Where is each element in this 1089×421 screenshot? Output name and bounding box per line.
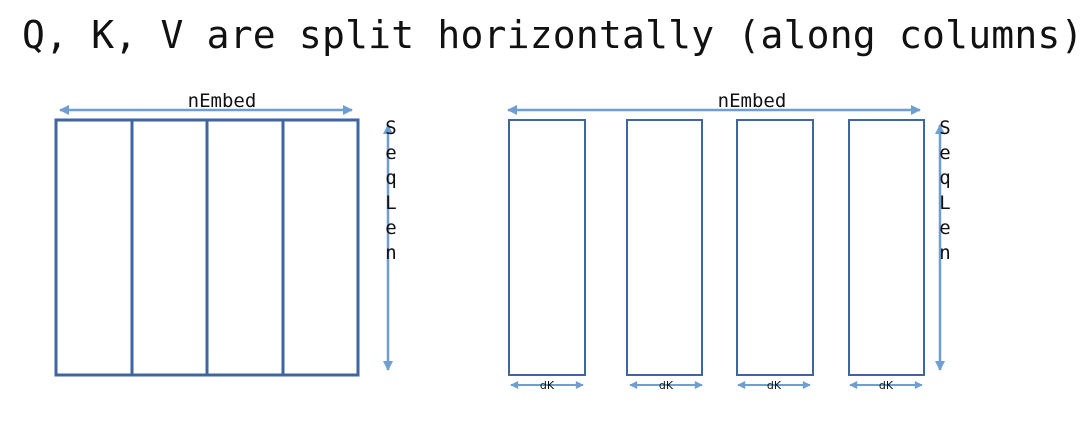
- left-width-label: nEmbed: [188, 90, 257, 112]
- head-width-label: dK: [879, 379, 894, 392]
- right-height-label: SeqLen: [934, 117, 956, 267]
- head-width-label: dK: [540, 379, 555, 392]
- left-matrix: nEmbed SeqLen: [54, 90, 402, 377]
- right-width-label: nEmbed: [718, 90, 787, 112]
- head-block: [848, 119, 925, 376]
- head-block: [736, 119, 814, 376]
- right-matrix: nEmbed dK dK dK dK SeqLen: [507, 90, 956, 392]
- head-block: [508, 119, 586, 376]
- left-height-label: SeqLen: [380, 117, 402, 267]
- head-width-label: dK: [659, 379, 674, 392]
- head-block: [626, 119, 703, 376]
- head-width-label: dK: [767, 379, 782, 392]
- diagram-title: Q, K, V are split horizontally (along co…: [22, 13, 1084, 57]
